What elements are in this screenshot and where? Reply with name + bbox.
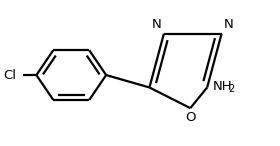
Text: Cl: Cl [3,69,16,82]
Text: N: N [224,18,234,31]
Text: N: N [152,18,162,31]
Text: O: O [185,111,195,124]
Text: 2: 2 [228,84,234,94]
Text: NH: NH [213,80,233,93]
